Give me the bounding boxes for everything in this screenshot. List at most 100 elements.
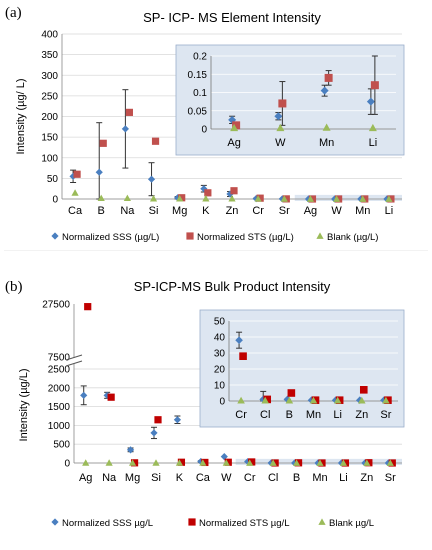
data-point — [176, 194, 184, 202]
panel-separator — [4, 250, 428, 251]
x-tick-label: Ag — [304, 205, 317, 217]
x-tick-label: Si — [149, 205, 159, 217]
data-point — [80, 391, 88, 399]
data-point — [84, 303, 92, 311]
data-point — [244, 457, 252, 466]
inset-data-point — [324, 73, 333, 82]
x-tick-label: Na — [120, 205, 135, 217]
inset-data-point — [232, 121, 241, 130]
data-point — [99, 139, 107, 147]
data-point — [123, 194, 131, 202]
data-point — [341, 459, 350, 467]
data-point — [306, 195, 315, 202]
inset-y-tick-label: 40 — [214, 333, 226, 344]
x-tick-label: Ca — [196, 472, 211, 484]
x-tick-label: Mg — [172, 205, 187, 217]
x-tick-label: Na — [102, 472, 117, 484]
panel-label-b: (b) — [5, 279, 23, 295]
inset-data-point — [263, 395, 272, 404]
inset-x-tick-label: Mn — [306, 409, 321, 421]
y-tick-label: 100 — [41, 153, 58, 164]
x-tick-label: Zn — [360, 472, 373, 484]
legend-marker — [186, 232, 194, 240]
inset-data-point — [366, 97, 375, 106]
inset-y-tick-label: 20 — [214, 365, 226, 376]
inset-x-tick-label: Li — [369, 137, 378, 149]
data-point — [282, 195, 290, 203]
data-point — [331, 195, 339, 203]
inset-data-point — [322, 123, 331, 131]
data-point — [126, 446, 135, 454]
axis-break-mark — [65, 354, 83, 367]
x-tick-label: Mg — [125, 472, 140, 484]
data-point — [333, 195, 341, 202]
inset-x-tick-label: Zn — [355, 409, 368, 421]
inset-data-point — [274, 112, 283, 121]
y-axis-label-b: Intensity (µg/L) — [18, 369, 30, 442]
y-tick-label: 1500 — [48, 402, 71, 413]
x-tick-label: Mn — [312, 472, 327, 484]
y-tick-label: 500 — [53, 440, 70, 451]
data-point — [149, 194, 158, 202]
data-point — [335, 195, 343, 203]
data-point — [97, 194, 105, 202]
data-point — [107, 393, 115, 401]
data-point — [388, 459, 396, 467]
x-tick-label: Si — [151, 472, 161, 484]
inset-data-point — [285, 396, 294, 404]
inset-data-point — [370, 81, 379, 90]
data-point — [254, 195, 262, 202]
data-point — [386, 459, 394, 466]
legend-label: Normalized STS µg/L — [199, 518, 289, 529]
data-point — [199, 459, 207, 466]
data-point — [224, 458, 232, 466]
inset-y-tick-label: 0 — [201, 125, 207, 136]
inset-y-tick-label: 50 — [214, 317, 226, 328]
legend-label: Blank µg/L — [329, 518, 374, 529]
inset-data-point — [359, 386, 368, 394]
inset-y-tick-label: 30 — [214, 349, 226, 360]
data-point — [246, 459, 254, 466]
legend-marker — [318, 518, 326, 525]
data-point — [73, 170, 81, 178]
x-tick-label: Cr — [252, 205, 264, 217]
data-point — [178, 194, 186, 202]
inset-data-point — [357, 396, 366, 404]
x-tick-label: W — [331, 205, 342, 217]
legend-marker — [188, 518, 196, 526]
inset-data-point — [384, 396, 392, 404]
chart-title-b: SP-ICP-MS Bulk Product Intensity — [134, 279, 331, 294]
legend-marker — [51, 232, 59, 240]
inset-data-point — [331, 396, 340, 404]
x-tick-label: Cl — [268, 472, 278, 484]
inset-panel-a — [175, 44, 405, 156]
legend-marker — [51, 518, 59, 526]
data-point — [202, 194, 210, 202]
x-tick-label: W — [221, 472, 232, 484]
inset-data-point — [239, 352, 247, 360]
data-point — [365, 459, 373, 467]
inset-x-tick-label: Li — [333, 409, 342, 421]
data-point — [220, 453, 228, 461]
inset-data-point — [237, 396, 245, 404]
inset-data-point — [278, 99, 287, 108]
inset-y-tick-label: 0.15 — [188, 70, 208, 81]
x-tick-label: Sr — [385, 472, 396, 484]
data-point — [252, 194, 260, 203]
inset-data-point — [235, 336, 243, 344]
data-point — [150, 429, 158, 437]
x-tick-label: Ca — [68, 205, 83, 217]
inset-y-tick-label: 0.1 — [193, 88, 207, 99]
x-tick-label: K — [176, 472, 184, 484]
data-point — [278, 195, 286, 203]
x-tick-label: K — [202, 205, 210, 217]
y-tick-label: 300 — [41, 71, 58, 82]
data-point — [173, 416, 182, 424]
x-tick-label: Ag — [79, 472, 92, 484]
inset-data-point — [276, 123, 285, 132]
data-point — [121, 125, 129, 133]
data-point — [385, 195, 393, 202]
x-tick-label: Cr — [244, 472, 256, 484]
data-point — [154, 416, 162, 424]
chart-title-a: SP- ICP- MS Element Intensity — [143, 10, 321, 25]
